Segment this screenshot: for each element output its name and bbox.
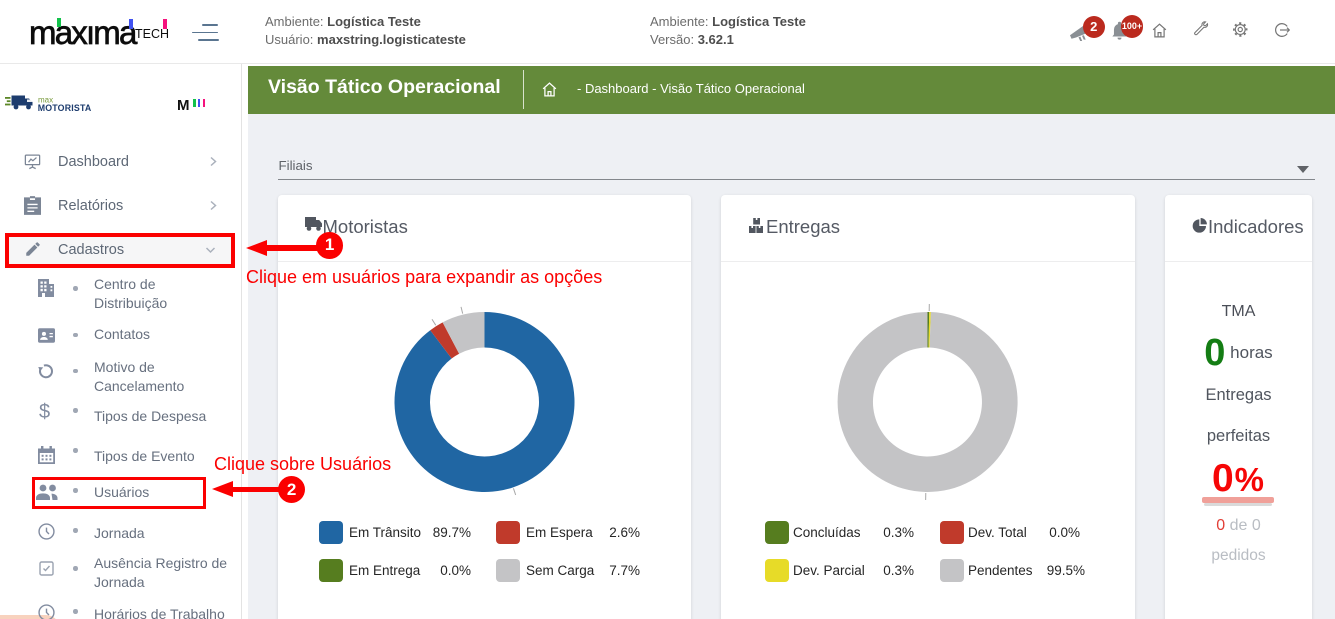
svg-text:MOTORISTA: MOTORISTA <box>38 103 92 113</box>
svg-text:max: max <box>38 96 53 105</box>
